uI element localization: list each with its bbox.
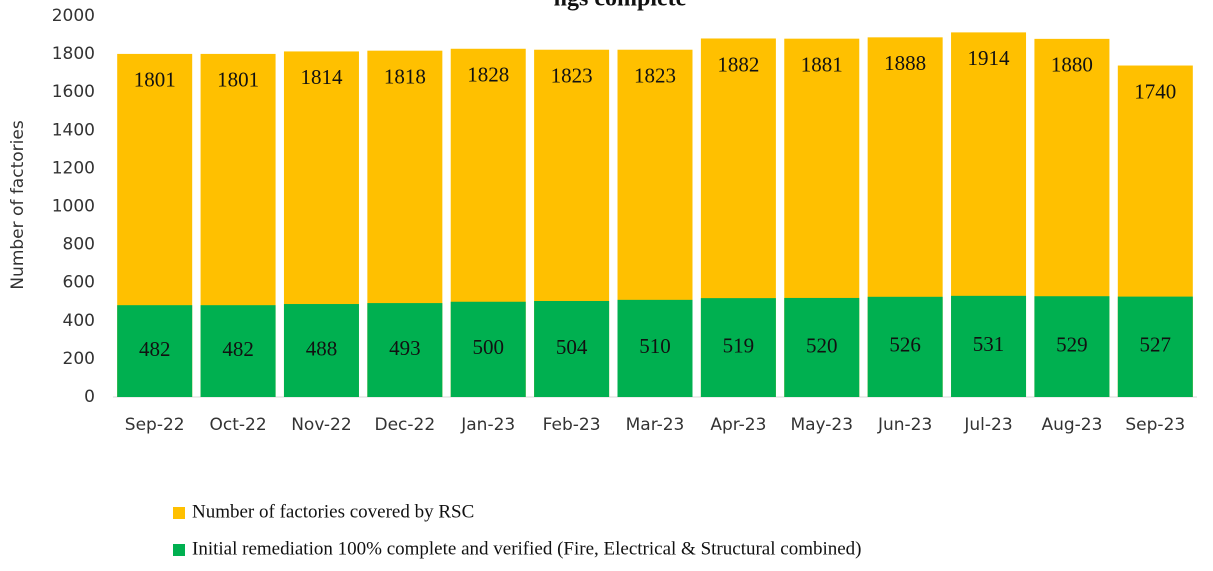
legend-label: Number of factories covered by RSC <box>192 501 474 522</box>
data-label: 493 <box>389 336 421 360</box>
x-tick-label: Sep-23 <box>1125 415 1185 435</box>
data-label: 526 <box>889 333 921 357</box>
data-label: 1801 <box>217 68 259 92</box>
x-tick-label: Feb-23 <box>543 415 601 435</box>
data-label: 1888 <box>884 51 926 75</box>
y-tick-label: 800 <box>63 235 95 255</box>
bar <box>617 299 693 397</box>
y-tick-label: 1800 <box>52 44 95 64</box>
bar <box>784 297 860 397</box>
legend-swatch <box>173 544 185 556</box>
bar <box>283 304 359 397</box>
y-tick-label: 1200 <box>52 158 95 178</box>
y-tick-label: 400 <box>63 311 95 331</box>
data-label: 529 <box>1056 332 1088 356</box>
data-label: 500 <box>472 335 504 359</box>
x-tick-label: Jan-23 <box>460 415 515 435</box>
y-axis-title: Number of factories <box>8 120 28 289</box>
bar <box>700 298 776 397</box>
data-label: 527 <box>1140 333 1172 357</box>
x-tick-label: Jul-23 <box>963 415 1012 435</box>
data-label: 510 <box>639 334 671 358</box>
data-label: 504 <box>556 335 588 359</box>
y-tick-label: 2000 <box>52 6 95 26</box>
data-label: 520 <box>806 333 838 357</box>
data-label: 488 <box>306 336 338 360</box>
x-tick-label: Jun-23 <box>877 415 932 435</box>
bar <box>867 296 943 397</box>
data-label: 1740 <box>1134 79 1176 103</box>
y-tick-label: 1000 <box>52 197 95 217</box>
x-tick-label: Apr-23 <box>710 415 766 435</box>
y-tick-label: 600 <box>63 273 95 293</box>
data-label: 482 <box>222 337 254 361</box>
x-tick-label: Aug-23 <box>1041 415 1102 435</box>
data-label: 1882 <box>717 52 759 76</box>
x-tick-label: Nov-22 <box>291 415 352 435</box>
data-label: 531 <box>973 332 1005 356</box>
data-label: 482 <box>139 337 171 361</box>
y-tick-label: 1400 <box>52 120 95 140</box>
bar <box>1034 296 1110 397</box>
x-tick-label: May-23 <box>790 415 853 435</box>
data-label: 1823 <box>634 64 676 88</box>
data-label: 1818 <box>384 64 426 88</box>
y-tick-label: 1600 <box>52 82 95 102</box>
data-label: 1828 <box>467 63 509 87</box>
x-tick-label: Oct-22 <box>209 415 266 435</box>
bar <box>367 303 443 397</box>
data-label: 1823 <box>551 64 593 88</box>
bar <box>1117 296 1193 397</box>
legend-swatch <box>173 507 185 519</box>
data-label: 1814 <box>300 65 343 89</box>
data-label: 1801 <box>134 68 176 92</box>
bar <box>534 300 610 397</box>
bar <box>450 301 526 397</box>
legend-label: Initial remediation 100% complete and ve… <box>192 538 862 559</box>
bar <box>951 295 1027 397</box>
data-label: 1914 <box>968 46 1011 70</box>
x-tick-label: Dec-22 <box>375 415 436 435</box>
bar <box>117 305 193 397</box>
data-label: 519 <box>723 333 755 357</box>
y-tick-label: 0 <box>84 387 95 407</box>
bar <box>200 305 276 397</box>
chart-title: ngs complete <box>554 0 687 12</box>
data-label: 1881 <box>801 52 843 76</box>
y-tick-label: 200 <box>63 349 95 369</box>
data-label: 1880 <box>1051 53 1093 77</box>
x-tick-label: Sep-22 <box>125 415 185 435</box>
x-tick-label: Mar-23 <box>626 415 685 435</box>
